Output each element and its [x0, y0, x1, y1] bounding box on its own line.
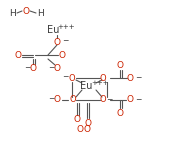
Text: O: O — [100, 96, 106, 104]
Text: −: − — [24, 64, 30, 72]
Text: O: O — [116, 60, 124, 69]
Text: O: O — [15, 51, 21, 60]
Text: O: O — [116, 108, 124, 117]
Text: +++: +++ — [57, 24, 75, 30]
Text: +++: +++ — [91, 80, 109, 86]
Text: O: O — [22, 7, 30, 16]
Text: O: O — [83, 125, 91, 135]
Text: H: H — [9, 8, 15, 17]
Text: −: − — [62, 36, 68, 45]
Text: −: − — [135, 96, 141, 104]
Text: O: O — [54, 96, 61, 104]
Text: O: O — [127, 73, 134, 83]
Text: O: O — [58, 51, 66, 60]
Text: Eu: Eu — [47, 25, 59, 35]
Text: O: O — [54, 64, 61, 72]
Text: O: O — [84, 119, 91, 128]
Text: −: − — [48, 64, 54, 72]
Text: H: H — [37, 8, 43, 17]
Text: −: − — [106, 96, 112, 104]
Text: O: O — [100, 73, 106, 83]
Text: O: O — [127, 96, 134, 104]
Text: O: O — [54, 37, 61, 47]
Text: O: O — [74, 116, 80, 124]
Text: −: − — [62, 72, 68, 81]
Text: O: O — [30, 64, 37, 72]
Text: −: − — [48, 95, 54, 104]
Text: Eu: Eu — [80, 81, 92, 91]
Text: O: O — [69, 73, 75, 83]
Text: O: O — [70, 96, 76, 104]
Text: −: − — [135, 73, 141, 83]
Text: O: O — [77, 125, 83, 135]
